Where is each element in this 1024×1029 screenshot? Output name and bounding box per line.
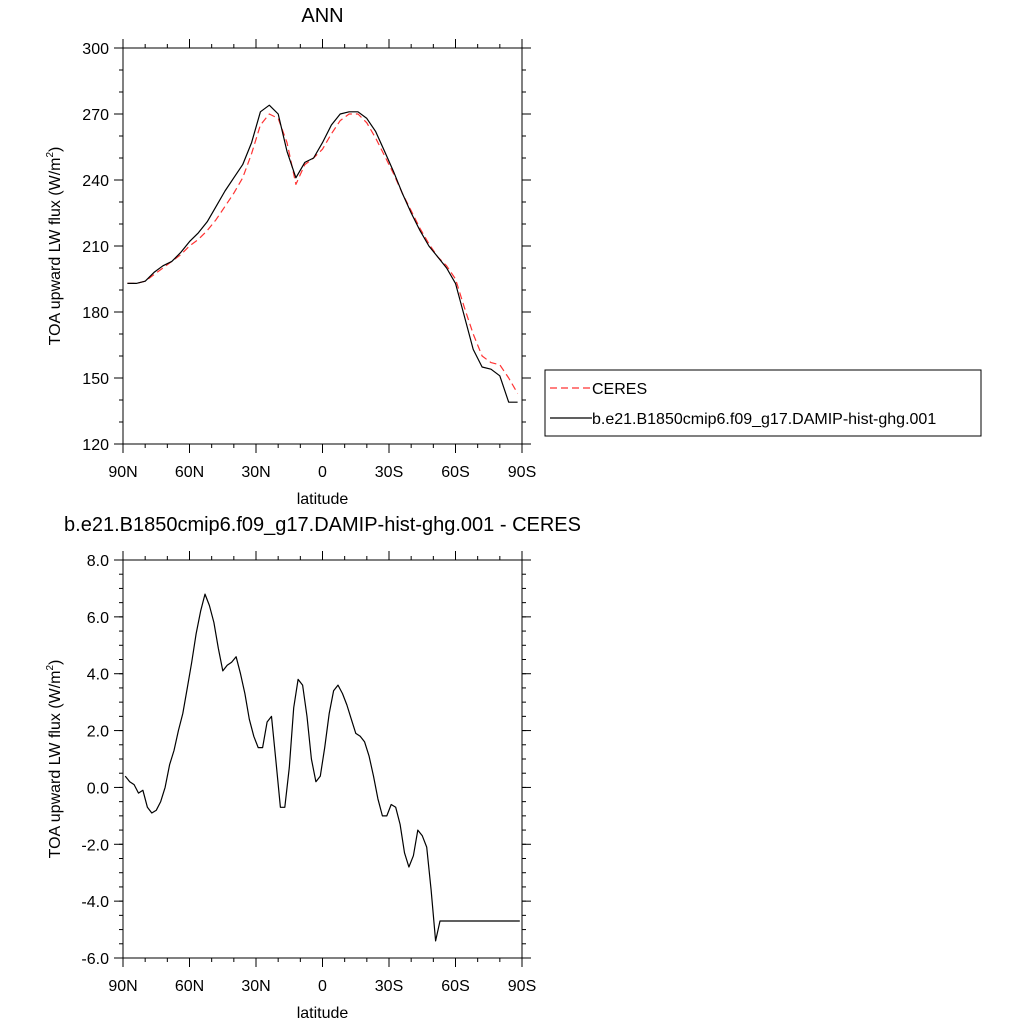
series-line-b-e21-b1850cmip6-f09-g17-damip-hist-ghg-001	[127, 104, 518, 403]
x-tick-label: 90S	[508, 978, 536, 995]
y-tick-label: 0.0	[87, 780, 109, 797]
x-tick-label: 60N	[175, 464, 204, 481]
y-tick-label: 6.0	[87, 610, 109, 627]
x-tick-label: 30S	[375, 464, 403, 481]
x-tick-label: 90N	[108, 464, 137, 481]
series-line-1	[124, 593, 520, 942]
x-tick-label: 90N	[108, 978, 137, 995]
y-tick-label: 210	[82, 239, 109, 256]
y-axis-title: TOA upward LW flux (W/m2)	[45, 147, 64, 346]
chart-panel-1: ANN 120 150 180 210 240 270 300 90N 60N 30N 0 30S 60S…	[45, 5, 982, 508]
chart-title: ANN	[301, 5, 343, 27]
series-group	[127, 104, 519, 403]
y-axis-title: TOA upward LW flux (W/m2)	[45, 660, 64, 859]
y-tick-label: -4.0	[81, 894, 109, 911]
y-tick-label: 2.0	[87, 724, 109, 741]
legend: CERES b.e21.B1850cmip6.f09_g17.DAMIP-hist…	[544, 369, 982, 437]
legend-box	[544, 369, 982, 437]
y-tick-label: 120	[82, 437, 109, 454]
y-tick-label: 150	[82, 371, 109, 388]
x-tick-label: 30N	[241, 464, 270, 481]
x-axis-title: latitude	[297, 1005, 349, 1022]
chart-title: b.e21.B1850cmip6.f09_g17.DAMIP-hist-ghg.…	[64, 514, 581, 536]
y-tick-label: 240	[82, 173, 109, 190]
y-tick-label: 300	[82, 41, 109, 58]
y-axis: 120 150 180 210 240 270 300	[82, 41, 531, 454]
x-tick-label: 0	[318, 978, 327, 995]
legend-label: CERES	[592, 381, 647, 398]
x-tick-label: 60S	[441, 978, 469, 995]
y-axis: -6.0 -4.0 -2.0 0.0 2.0 4.0 6.0 8.0	[81, 553, 531, 968]
x-tick-label: 60N	[175, 978, 204, 995]
y-tick-label: -6.0	[81, 951, 109, 968]
y-tick-label: 270	[82, 107, 109, 124]
series-line-ceres	[127, 113, 519, 394]
x-axis: 90N 60N 30N 0 30S 60S 90S	[108, 551, 536, 995]
y-tick-label: -2.0	[81, 837, 109, 854]
series-group	[124, 593, 520, 942]
legend-label: b.e21.B1850cmip6.f09_g17.DAMIP-hist-ghg.…	[592, 411, 936, 428]
x-tick-label: 30N	[241, 978, 270, 995]
x-tick-label: 60S	[441, 464, 469, 481]
y-tick-label: 8.0	[87, 553, 109, 570]
y-tick-label: 180	[82, 305, 109, 322]
y-tick-label: 4.0	[87, 667, 109, 684]
x-axis: 90N 60N 30N 0 30S 60S 90S	[108, 39, 536, 481]
x-axis-title: latitude	[297, 491, 349, 508]
chart-panel-2: b.e21.B1850cmip6.f09_g17.DAMIP-hist-ghg.…	[45, 514, 581, 1022]
x-tick-label: 90S	[508, 464, 536, 481]
x-tick-label: 0	[318, 464, 327, 481]
x-tick-label: 30S	[375, 978, 403, 995]
